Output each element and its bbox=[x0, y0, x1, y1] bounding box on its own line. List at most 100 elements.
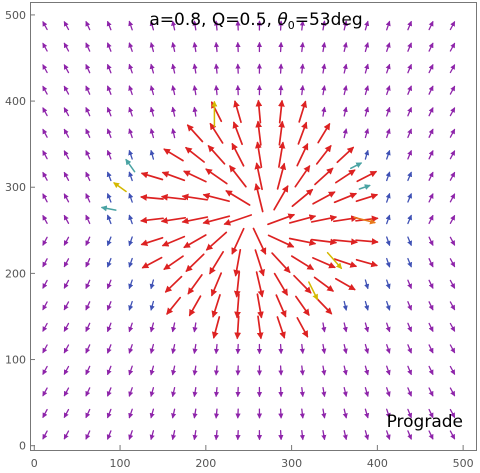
vector-arrow bbox=[407, 20, 413, 31]
vector-arrow bbox=[213, 365, 220, 376]
vector-arrow bbox=[385, 128, 391, 139]
vector-arrow bbox=[314, 167, 334, 186]
vector-arrow bbox=[171, 41, 177, 53]
vector-arrow bbox=[299, 63, 305, 74]
vector-arrow bbox=[42, 236, 48, 246]
vector-arrow bbox=[278, 120, 285, 146]
vector-arrow bbox=[449, 236, 456, 246]
vector-arrow bbox=[407, 128, 413, 139]
vector-arrow bbox=[210, 101, 223, 123]
vector-arrow bbox=[42, 193, 48, 203]
vector-arrow bbox=[185, 253, 205, 272]
vector-arrow bbox=[336, 146, 355, 164]
vector-arrow bbox=[231, 227, 245, 255]
vector-arrow bbox=[385, 300, 391, 311]
vector-arrow bbox=[213, 386, 220, 398]
vector-arrow bbox=[385, 430, 391, 440]
vector-arrow bbox=[355, 193, 379, 203]
y-tick-label: 500 bbox=[5, 9, 26, 22]
vector-arrow bbox=[171, 430, 177, 441]
vector-arrow bbox=[364, 387, 370, 397]
vector-arrow bbox=[428, 430, 434, 440]
vector-arrow bbox=[299, 429, 305, 441]
vector-arrow bbox=[128, 387, 134, 397]
vector-arrow bbox=[171, 322, 177, 333]
vector-arrow bbox=[364, 20, 370, 31]
vector-arrow bbox=[42, 85, 48, 95]
vector-arrow bbox=[63, 42, 70, 52]
vector-arrow bbox=[407, 149, 413, 160]
vector-arrow bbox=[192, 322, 198, 333]
vector-arrow bbox=[364, 343, 370, 354]
vector-arrow bbox=[428, 258, 434, 268]
vector-arrow bbox=[63, 20, 70, 31]
vector-arrow bbox=[106, 149, 112, 160]
vector-arrow bbox=[106, 322, 112, 333]
vector-arrow bbox=[213, 63, 220, 74]
vector-arrow bbox=[449, 430, 456, 440]
axis-ticks: 0 100 200 300 400 500 0 100 200 300 400 500 bbox=[5, 9, 474, 470]
vector-arrow bbox=[128, 149, 134, 160]
vector-arrow bbox=[205, 231, 228, 251]
vector-arrow bbox=[321, 106, 327, 117]
vector-arrow bbox=[207, 144, 226, 165]
vector-arrow bbox=[106, 214, 112, 225]
vector-arrow bbox=[449, 193, 456, 203]
vector-arrow bbox=[63, 64, 70, 74]
vector-arrow bbox=[232, 121, 243, 146]
x-tick-label: 100 bbox=[110, 457, 131, 470]
vector-arrow bbox=[299, 41, 305, 53]
vector-arrow bbox=[192, 365, 198, 376]
vector-arrow bbox=[364, 322, 370, 333]
vector-arrow bbox=[106, 408, 112, 419]
vector-arrow bbox=[342, 365, 348, 376]
vector-arrow bbox=[364, 300, 370, 311]
vector-arrow bbox=[106, 85, 112, 95]
vector-arrow bbox=[140, 171, 164, 181]
vector-arrow bbox=[407, 42, 412, 52]
vector-arrow bbox=[213, 343, 220, 355]
vector-arrow bbox=[42, 20, 48, 31]
vector-arrow bbox=[85, 128, 91, 138]
vector-arrow bbox=[335, 169, 356, 184]
vector-arrow bbox=[275, 294, 287, 318]
vector-arrow bbox=[271, 252, 291, 274]
vector-arrow bbox=[256, 315, 264, 340]
vector-arrow bbox=[106, 106, 112, 117]
vector-arrow bbox=[128, 214, 134, 225]
vector-arrow bbox=[233, 248, 242, 277]
vector-arrow bbox=[63, 365, 70, 376]
vector-arrow bbox=[128, 192, 134, 203]
vector-arrow bbox=[128, 63, 134, 74]
vector-arrow bbox=[353, 216, 376, 225]
vector-arrow bbox=[113, 182, 127, 193]
y-tick-label: 400 bbox=[5, 95, 26, 108]
vector-arrow bbox=[128, 85, 134, 96]
vector-arrow bbox=[428, 279, 434, 289]
vector-arrow bbox=[85, 408, 91, 419]
vector-arrow bbox=[342, 430, 348, 441]
vector-arrow bbox=[161, 235, 186, 247]
vector-arrow bbox=[85, 20, 91, 31]
vector-arrow bbox=[233, 100, 242, 124]
vector-arrow bbox=[171, 386, 177, 398]
vector-arrow bbox=[85, 85, 91, 95]
vector-arrow bbox=[106, 365, 112, 376]
vector-arrow bbox=[106, 171, 112, 182]
vector-arrow bbox=[234, 315, 242, 340]
vector-arrow bbox=[85, 387, 91, 397]
vector-arrow bbox=[85, 150, 91, 160]
prograde-annotation: Prograde bbox=[387, 412, 463, 432]
vector-arrow bbox=[385, 322, 391, 333]
vector-arrow bbox=[315, 144, 332, 165]
vector-arrow bbox=[209, 122, 224, 144]
vector-arrow bbox=[234, 293, 241, 319]
vector-arrow bbox=[187, 274, 203, 295]
vector-arrow bbox=[149, 149, 155, 160]
vector-arrow bbox=[252, 227, 267, 255]
vector-arrow bbox=[407, 85, 413, 95]
vector-arrow bbox=[211, 316, 221, 339]
vector-arrow bbox=[449, 107, 456, 117]
vector-arrow bbox=[209, 251, 224, 275]
